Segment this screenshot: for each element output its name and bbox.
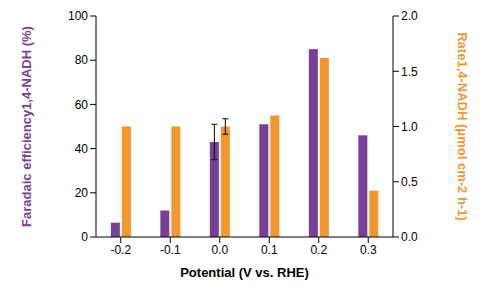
svg-text:Potential (V vs. RHE): Potential (V vs. RHE) [180, 265, 309, 280]
svg-text:2.0: 2.0 [401, 9, 418, 23]
svg-text:1.0: 1.0 [401, 120, 418, 134]
svg-text:40: 40 [75, 142, 89, 156]
svg-text:Faradaic efficiency1,4-NADH (%: Faradaic efficiency1,4-NADH (%) [19, 26, 34, 227]
svg-text:0.2: 0.2 [310, 243, 327, 257]
svg-text:-0.1: -0.1 [160, 243, 181, 257]
svg-text:80: 80 [75, 53, 89, 67]
svg-text:100: 100 [68, 9, 88, 23]
svg-text:0.5: 0.5 [401, 175, 418, 189]
svg-text:0.3: 0.3 [360, 243, 377, 257]
svg-text:1.5: 1.5 [401, 65, 418, 79]
svg-text:0: 0 [81, 230, 88, 244]
svg-text:Rate1,4-NADH (μmol cm-2 h-1): Rate1,4-NADH (μmol cm-2 h-1) [455, 32, 470, 221]
svg-text:0.0: 0.0 [401, 230, 418, 244]
svg-text:60: 60 [75, 98, 89, 112]
svg-text:20: 20 [75, 186, 89, 200]
svg-text:0.1: 0.1 [261, 243, 278, 257]
svg-text:0.0: 0.0 [211, 243, 228, 257]
svg-text:-0.2: -0.2 [110, 243, 131, 257]
